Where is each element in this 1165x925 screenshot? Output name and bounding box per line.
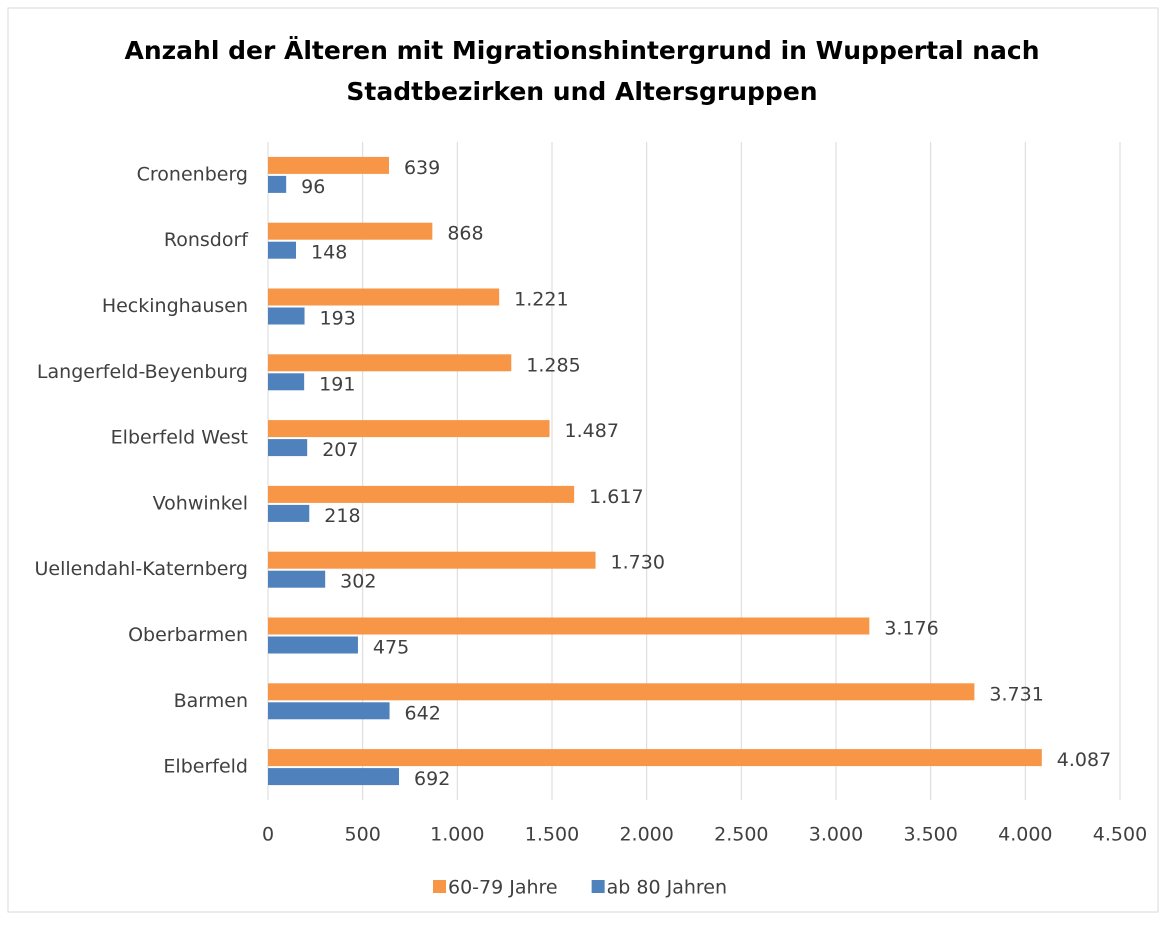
data-label: 193 (320, 308, 356, 330)
data-label: 1.730 (611, 552, 665, 574)
bar (268, 636, 358, 654)
bar (268, 551, 596, 569)
legend-label: 60-79 Jahre (448, 877, 558, 899)
data-label: 207 (322, 439, 358, 461)
bar (268, 768, 400, 786)
bar (268, 683, 975, 701)
bar (268, 175, 287, 193)
bar (268, 439, 308, 457)
x-tick-label: 2.500 (714, 824, 768, 846)
data-label: 642 (405, 702, 441, 724)
y-tick-label: Barmen (174, 690, 248, 712)
x-tick-label: 0 (262, 824, 274, 846)
legend-label: ab 80 Jahren (607, 877, 727, 899)
y-tick-label: Oberbarmen (128, 624, 248, 646)
bar (268, 702, 390, 720)
x-tick-label: 4.000 (998, 824, 1052, 846)
data-label: 302 (340, 571, 376, 593)
data-label: 3.176 (884, 618, 938, 640)
bar (268, 354, 512, 372)
x-tick-label: 3.000 (809, 824, 863, 846)
y-tick-label: Elberfeld West (111, 427, 248, 449)
data-label: 191 (319, 373, 355, 395)
chart-title: Stadtbezirken und Altersgruppen (346, 77, 817, 106)
bar (268, 485, 575, 503)
data-label: 1.285 (526, 354, 580, 376)
data-label: 475 (373, 637, 409, 659)
y-tick-label: Elberfeld (163, 756, 248, 778)
bar (268, 222, 433, 240)
data-label: 639 (404, 157, 440, 179)
data-label: 1.487 (565, 420, 619, 442)
data-label: 148 (311, 242, 347, 264)
chart-title: Anzahl der Älteren mit Migrationshinterg… (124, 35, 1039, 65)
bar (268, 373, 305, 391)
data-label: 868 (447, 223, 483, 245)
y-tick-label: Heckinghausen (102, 295, 248, 317)
bar (268, 617, 870, 635)
x-tick-label: 3.500 (903, 824, 957, 846)
y-tick-label: Uellendahl-Katernberg (35, 558, 248, 580)
bar (268, 570, 326, 588)
data-label: 96 (301, 176, 325, 198)
bar (268, 749, 1042, 767)
bar (268, 420, 550, 438)
data-label: 692 (414, 768, 450, 790)
legend-swatch (591, 880, 605, 893)
y-tick-label: Ronsdorf (164, 229, 249, 251)
x-tick-label: 1.500 (525, 824, 579, 846)
data-label: 1.221 (514, 289, 568, 311)
bar (268, 241, 297, 259)
data-label: 3.731 (989, 683, 1043, 705)
data-label: 218 (324, 505, 360, 527)
y-tick-label: Langerfeld-Beyenburg (37, 361, 248, 383)
y-tick-label: Vohwinkel (153, 492, 248, 514)
bar (268, 288, 500, 306)
legend-swatch (433, 880, 446, 893)
x-tick-label: 2.000 (619, 824, 673, 846)
data-label: 1.617 (589, 486, 643, 508)
x-tick-label: 500 (345, 824, 381, 846)
data-label: 4.087 (1057, 749, 1111, 771)
bar (268, 156, 389, 174)
x-tick-label: 1.000 (430, 824, 484, 846)
bar (268, 307, 305, 325)
x-tick-label: 4.500 (1093, 824, 1147, 846)
y-tick-label: Cronenberg (137, 163, 248, 185)
bar (268, 504, 310, 522)
